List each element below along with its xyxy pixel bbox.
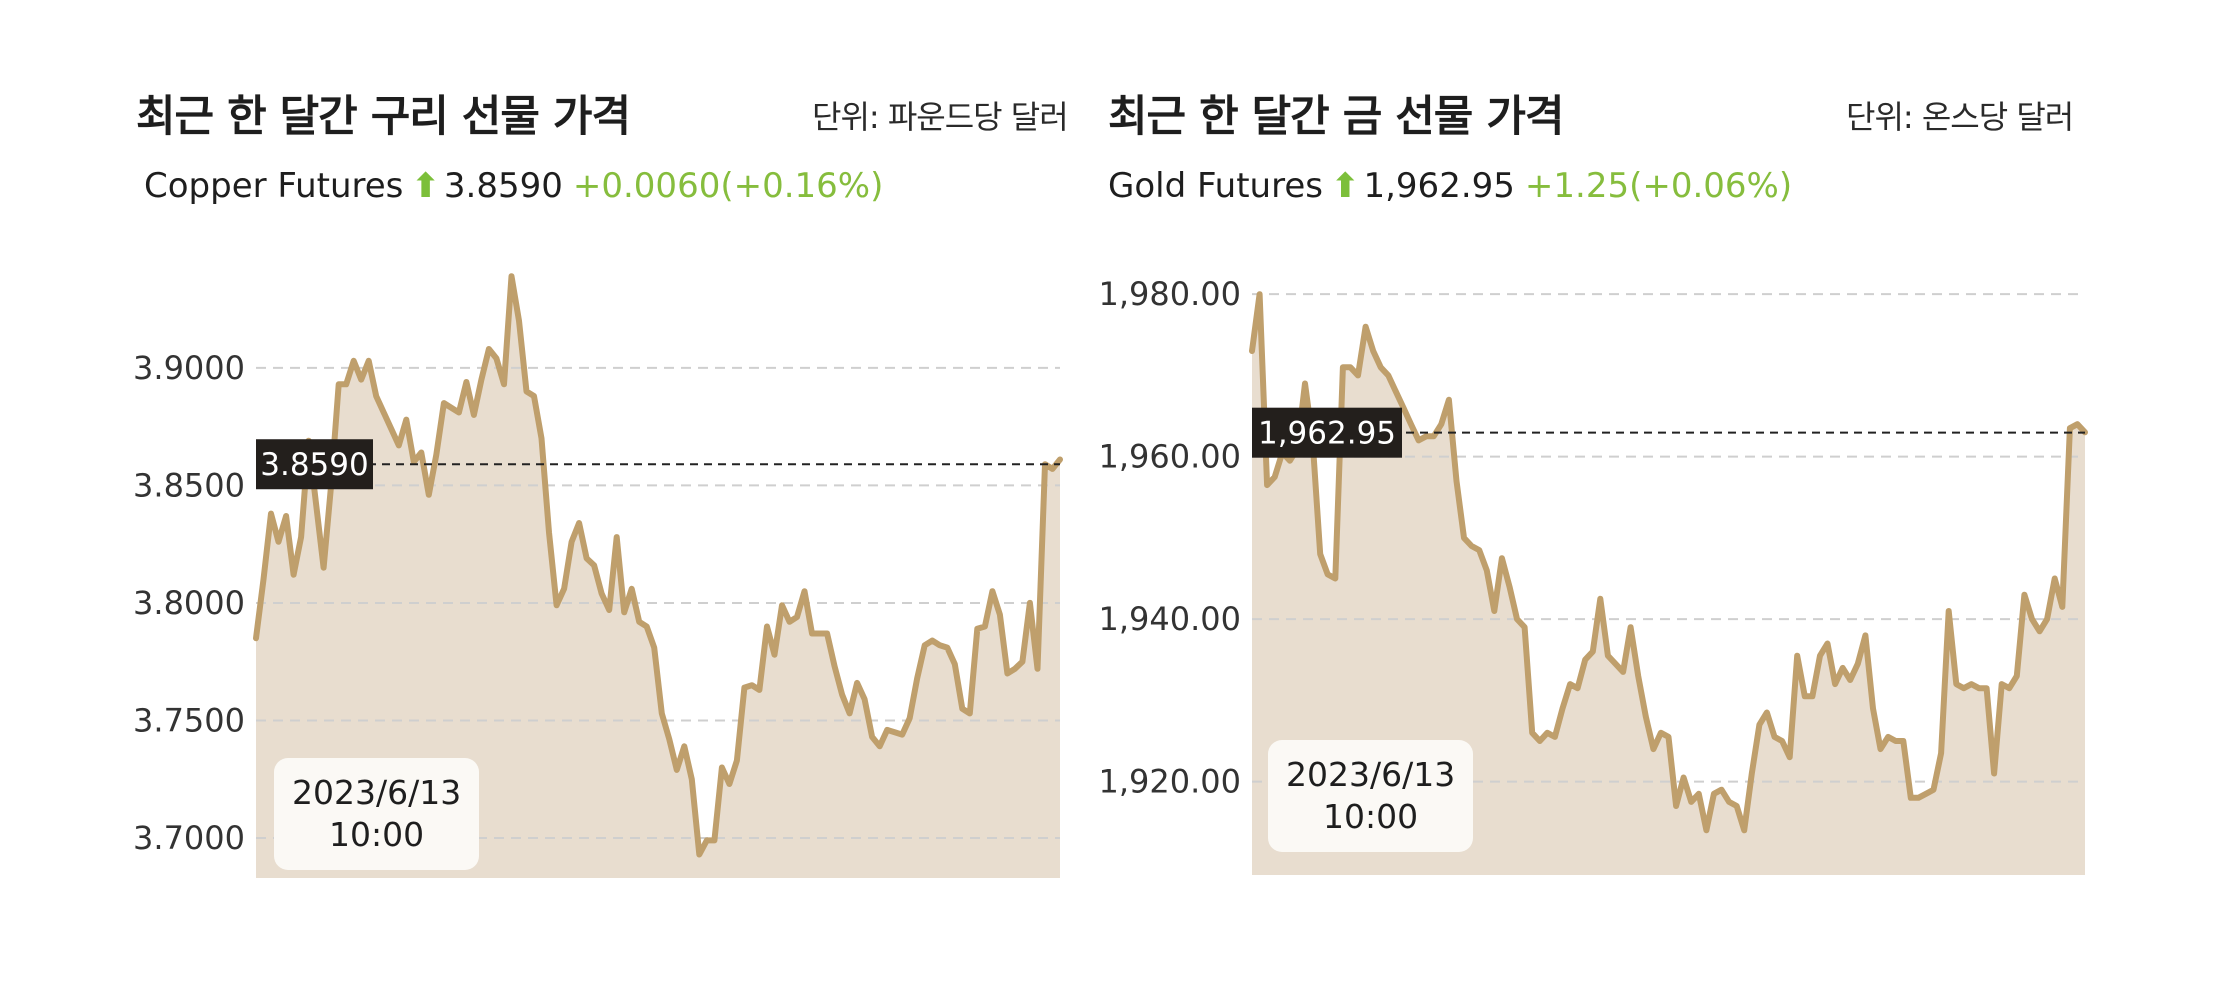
price-tag-background bbox=[256, 439, 373, 490]
gold-price-chart: 1,980.00 1,960.00 1,940.00 1,920.00 1,962.95 bbox=[1099, 275, 2088, 875]
copper-time: 10:00 bbox=[329, 815, 425, 854]
copper-price-chart: 3.9000 3.8500 3.8000 3.7500 3.7000 3.8590 bbox=[133, 273, 1063, 878]
current-price-tag: 1,962.95 bbox=[1252, 407, 1402, 458]
copper-chart-title: 최근 한 달간 구리 선물 가격 bbox=[136, 92, 631, 142]
gold-chart-title: 최근 한 달간 금 선물 가격 bbox=[1108, 92, 1564, 142]
gold-unit-label: 단위: 온스당 달러 bbox=[1846, 98, 2074, 136]
price-tag-label: 3.8590 bbox=[260, 447, 368, 483]
copper-instrument-name: Copper Futures bbox=[144, 166, 404, 206]
price-line bbox=[1249, 291, 2088, 834]
gold-time: 10:00 bbox=[1323, 797, 1419, 836]
y-tick-label: 3.9000 bbox=[133, 349, 245, 387]
copper-unit-label: 단위: 파운드당 달러 bbox=[812, 98, 1069, 136]
copper-chart-panel: 최근 한 달간 구리 선물 가격 단위: 파운드당 달러 Copper Futu… bbox=[0, 0, 1069, 998]
gold-timestamp-box: 2023/6/13 10:00 bbox=[1268, 740, 1474, 852]
copper-price: 3.8590 bbox=[443, 166, 563, 206]
copper-change: +0.0060(+0.16%) bbox=[572, 166, 884, 206]
copper-date: 2023/6/13 bbox=[292, 773, 462, 812]
gold-quote: Gold Futures ⬆ 1,962.95 +1.25(+0.06%) bbox=[1108, 166, 1792, 206]
y-tick-label: 1,940.00 bbox=[1099, 600, 1242, 638]
y-tick-label: 3.8500 bbox=[133, 466, 245, 504]
y-tick-label: 1,980.00 bbox=[1099, 275, 1242, 313]
gold-chart-panel: 최근 한 달간 금 선물 가격 단위: 온스당 달러 Gold Futures ⬆… bbox=[1000, 0, 2088, 998]
y-tick-label: 3.7500 bbox=[133, 701, 245, 739]
current-price-tag: 3.8590 bbox=[256, 439, 373, 490]
gold-change: +1.25(+0.06%) bbox=[1524, 166, 1793, 206]
gold-date: 2023/6/13 bbox=[1286, 755, 1456, 794]
up-arrow-icon: ⬆ bbox=[411, 166, 440, 206]
y-tick-label: 1,960.00 bbox=[1099, 438, 1242, 476]
up-arrow-icon: ⬆ bbox=[1330, 166, 1360, 206]
area-fill bbox=[256, 276, 1060, 878]
price-line bbox=[253, 273, 1063, 858]
price-tag-label: 1,962.95 bbox=[1258, 416, 1396, 452]
gold-instrument-name: Gold Futures bbox=[1108, 166, 1323, 206]
price-tag-background bbox=[1252, 407, 1402, 458]
y-tick-label: 3.8000 bbox=[133, 584, 245, 622]
y-tick-label: 1,920.00 bbox=[1099, 763, 1242, 801]
copper-quote: Copper Futures ⬆ 3.8590 +0.0060(+0.16%) bbox=[144, 166, 883, 206]
gold-price: 1,962.95 bbox=[1363, 166, 1515, 206]
y-tick-label: 3.7000 bbox=[133, 819, 245, 857]
copper-timestamp-box: 2023/6/13 10:00 bbox=[274, 758, 480, 870]
